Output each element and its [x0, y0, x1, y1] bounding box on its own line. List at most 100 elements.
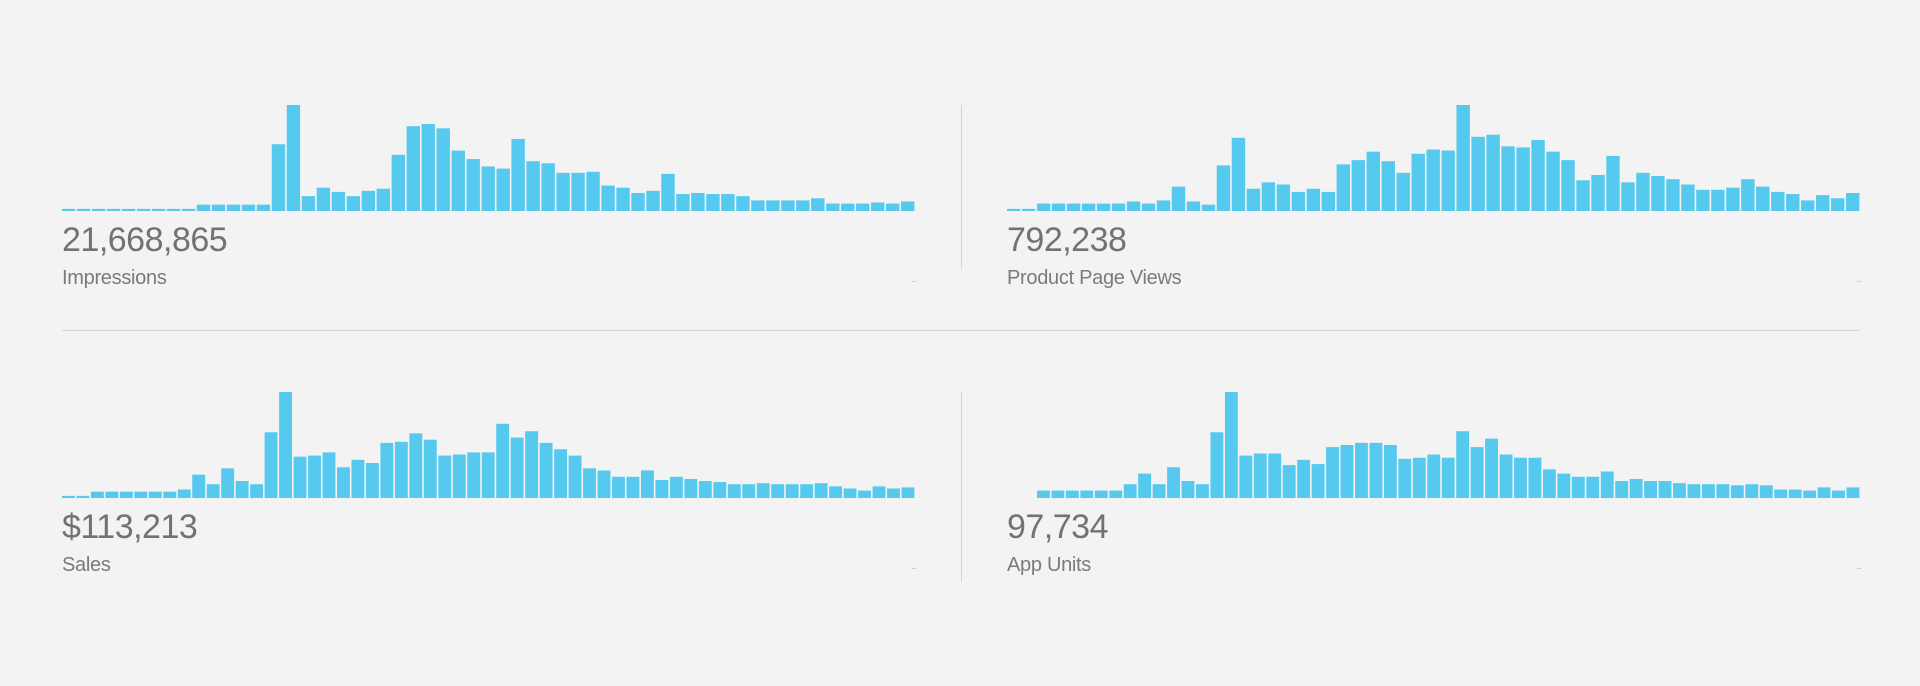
bar	[616, 187, 630, 211]
bar	[421, 124, 435, 211]
bar	[1786, 194, 1800, 211]
bar	[1546, 151, 1560, 211]
app-units-panel: 97,734 App Units	[1007, 390, 1861, 576]
bar	[1771, 191, 1785, 211]
bar	[308, 455, 321, 498]
bar	[1426, 149, 1440, 211]
bar	[271, 144, 286, 211]
bar	[279, 392, 292, 498]
bar	[1123, 484, 1137, 498]
bar	[1355, 442, 1368, 498]
product-page-views-bar-chart	[1007, 105, 1860, 211]
bar	[1531, 139, 1545, 211]
bar	[1351, 160, 1365, 211]
bar	[856, 203, 870, 211]
bar	[1336, 164, 1350, 211]
axis-end-tick	[912, 281, 916, 282]
bar	[134, 491, 148, 498]
bar	[1591, 174, 1605, 211]
bar	[91, 208, 106, 211]
bar	[1396, 172, 1410, 211]
bar	[1306, 188, 1321, 211]
vertical-divider-bottom	[961, 392, 962, 582]
bar	[90, 491, 104, 498]
bar	[264, 432, 278, 498]
bar	[698, 481, 712, 498]
bar	[119, 491, 133, 498]
bar	[1253, 453, 1267, 498]
bar	[766, 200, 780, 211]
bar	[586, 171, 600, 211]
bar	[556, 172, 570, 211]
bar	[1037, 490, 1050, 498]
bar	[814, 483, 828, 498]
bar	[331, 191, 346, 211]
bar	[655, 479, 669, 498]
bar	[1065, 490, 1079, 498]
bar	[177, 489, 191, 498]
bar	[206, 484, 220, 498]
horizontal-divider	[62, 330, 1859, 331]
bar	[525, 431, 539, 498]
bar	[181, 208, 196, 211]
bar	[554, 449, 568, 498]
bar	[241, 204, 256, 211]
bar	[1681, 184, 1695, 211]
bar	[436, 128, 450, 211]
bar	[337, 467, 350, 498]
bar	[163, 491, 177, 498]
bar	[1514, 457, 1527, 498]
bar	[640, 470, 654, 498]
bar	[736, 196, 750, 211]
bar	[394, 441, 408, 498]
product-page-views-label: Product Page Views	[1007, 267, 1182, 289]
bar	[1152, 484, 1166, 498]
bar	[1629, 478, 1643, 498]
bar	[1383, 445, 1397, 498]
bar	[1138, 473, 1152, 498]
bar	[1141, 203, 1156, 211]
bar	[1673, 483, 1686, 498]
bar	[571, 172, 585, 211]
bar	[481, 166, 495, 211]
bar	[871, 202, 885, 211]
bar	[1621, 182, 1635, 211]
bar	[646, 190, 660, 211]
bar	[1369, 442, 1383, 498]
bar	[1561, 160, 1575, 211]
bar	[872, 486, 886, 498]
vertical-divider-top	[961, 105, 962, 269]
bar	[1156, 200, 1171, 211]
bar	[727, 484, 741, 498]
bar	[1398, 458, 1412, 498]
sales-bar-chart	[62, 392, 915, 498]
bar	[1606, 155, 1620, 211]
bar	[1687, 484, 1701, 498]
bar	[771, 484, 785, 498]
bar	[1499, 454, 1513, 498]
bar	[1096, 203, 1111, 211]
bar	[438, 455, 452, 498]
bar	[1261, 182, 1276, 211]
bar	[1759, 485, 1773, 498]
impressions-bar-chart	[62, 105, 915, 211]
bar	[1486, 134, 1500, 211]
bar	[1366, 151, 1380, 211]
bar	[365, 463, 379, 498]
bar	[721, 194, 735, 211]
bar	[1171, 186, 1186, 211]
bar	[1576, 180, 1590, 211]
sales-value: $113,213	[62, 508, 198, 546]
bar	[583, 468, 596, 498]
impressions-panel: 21,668,865 Impressions	[62, 103, 916, 289]
bar	[626, 476, 640, 498]
bar	[106, 208, 121, 211]
bar	[742, 484, 756, 498]
bar	[105, 491, 119, 498]
bar	[1186, 201, 1201, 211]
bar	[1803, 490, 1817, 498]
app-units-value: 97,734	[1007, 508, 1109, 546]
bar	[1756, 186, 1770, 211]
bar	[1586, 476, 1600, 498]
bar	[1340, 445, 1354, 498]
